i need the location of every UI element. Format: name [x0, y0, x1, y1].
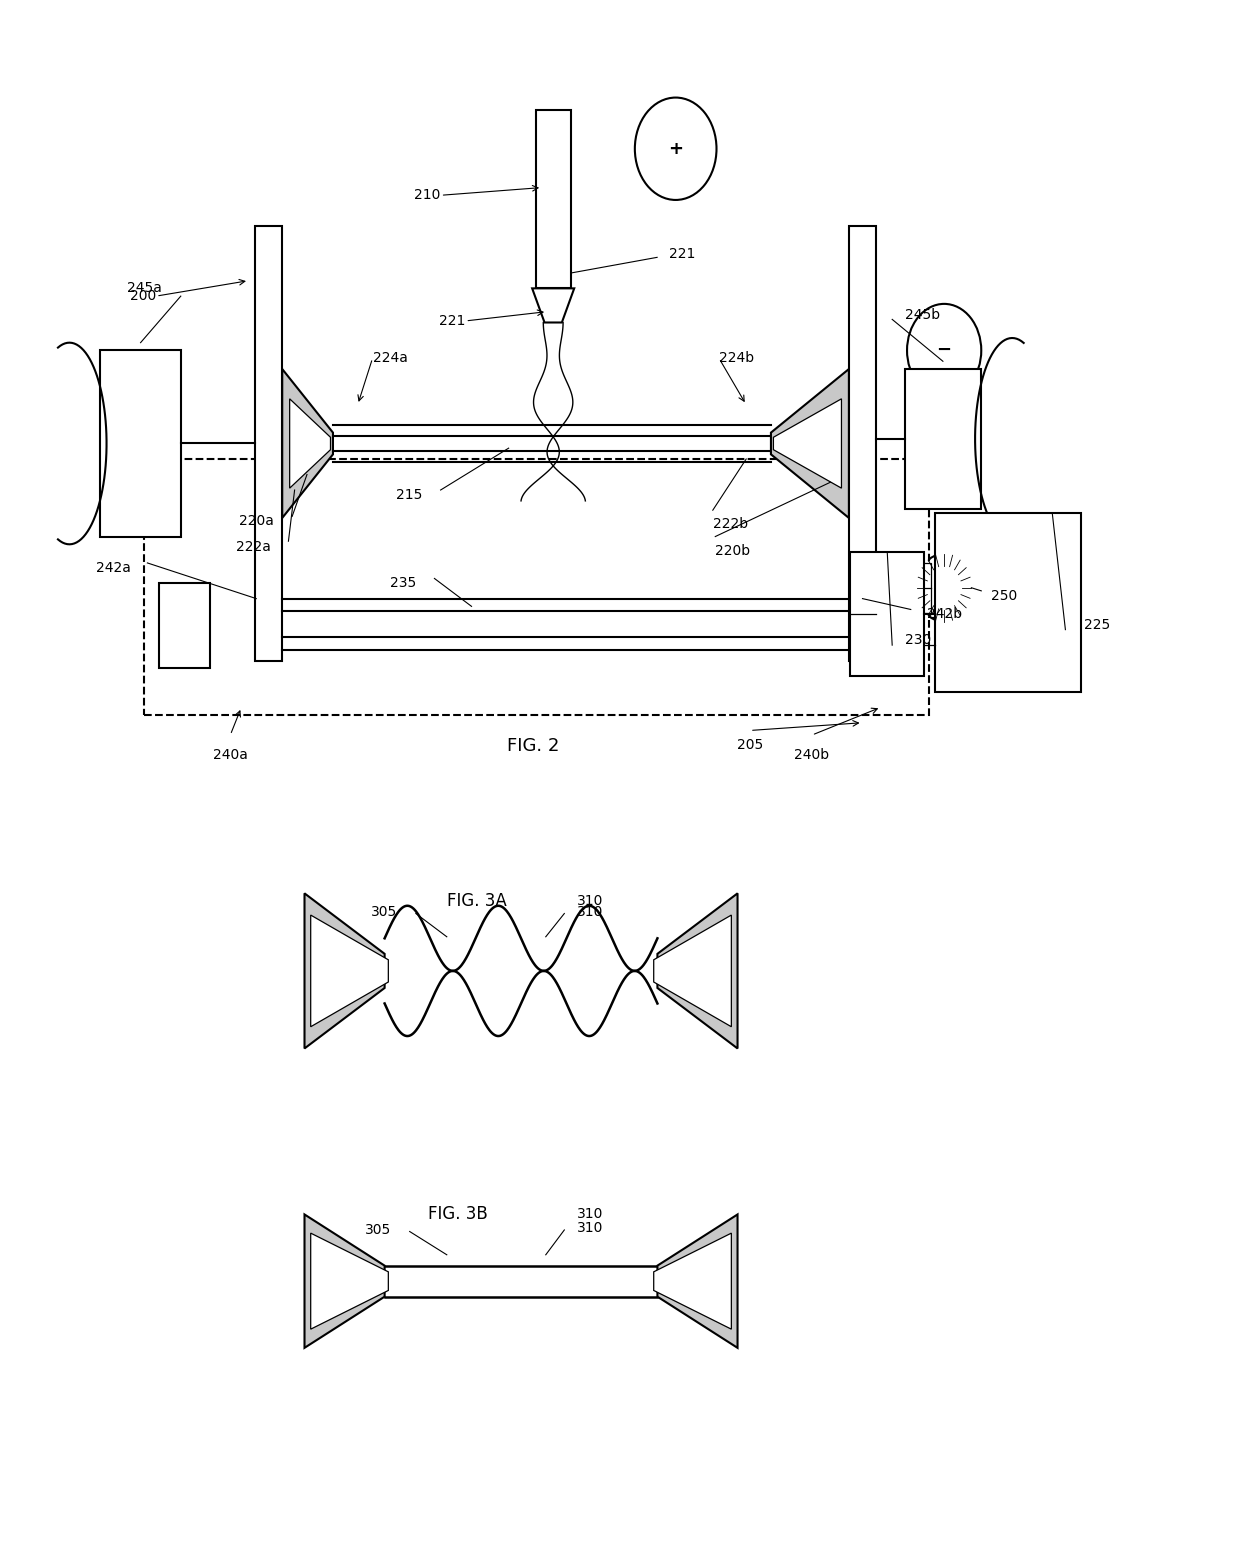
- Text: 222a: 222a: [237, 541, 272, 555]
- Text: 235: 235: [389, 577, 415, 591]
- Text: 242a: 242a: [97, 561, 131, 575]
- Text: 310: 310: [577, 1207, 603, 1221]
- Text: 310: 310: [577, 894, 603, 908]
- Bar: [904, 368, 981, 508]
- Bar: [935, 513, 1081, 692]
- Text: 200: 200: [130, 289, 156, 303]
- Polygon shape: [653, 915, 732, 1027]
- Polygon shape: [311, 915, 388, 1027]
- Text: 245b: 245b: [904, 308, 940, 322]
- Text: FIG. 3B: FIG. 3B: [428, 1206, 489, 1223]
- Text: 222b: 222b: [713, 517, 748, 531]
- Text: 205: 205: [737, 738, 763, 752]
- Text: 240a: 240a: [213, 747, 248, 761]
- Bar: [159, 583, 211, 668]
- Polygon shape: [657, 894, 738, 1049]
- Bar: [849, 227, 877, 660]
- Text: 220a: 220a: [239, 514, 274, 528]
- Text: 215: 215: [396, 488, 422, 502]
- Polygon shape: [305, 1214, 384, 1347]
- Text: 225: 225: [1084, 618, 1110, 632]
- Bar: [255, 227, 283, 660]
- Polygon shape: [290, 399, 331, 488]
- Text: 220b: 220b: [715, 544, 750, 558]
- Text: 221: 221: [670, 247, 696, 261]
- Text: 305: 305: [371, 904, 397, 918]
- Text: 224b: 224b: [719, 351, 754, 365]
- Text: FIG. 3A: FIG. 3A: [446, 892, 506, 911]
- Polygon shape: [283, 368, 334, 517]
- Text: +: +: [668, 140, 683, 159]
- Bar: [899, 563, 930, 612]
- Bar: [100, 350, 181, 536]
- Text: 224a: 224a: [372, 351, 408, 365]
- Bar: [851, 552, 924, 676]
- Text: −: −: [936, 342, 952, 359]
- Text: 240b: 240b: [794, 747, 830, 761]
- Bar: [144, 458, 929, 715]
- Bar: [536, 110, 570, 289]
- Text: 310: 310: [577, 1221, 603, 1235]
- Text: 250: 250: [991, 589, 1017, 603]
- Text: 221: 221: [439, 314, 465, 328]
- Polygon shape: [311, 1234, 388, 1329]
- Text: 210: 210: [414, 188, 440, 202]
- Text: 310: 310: [577, 904, 603, 918]
- Text: FIG. 2: FIG. 2: [507, 737, 559, 755]
- Text: 305: 305: [365, 1223, 391, 1237]
- Polygon shape: [657, 1214, 738, 1347]
- Polygon shape: [653, 1234, 732, 1329]
- Text: 242b: 242b: [926, 608, 962, 622]
- Polygon shape: [774, 399, 842, 488]
- Text: 245a: 245a: [128, 281, 162, 295]
- Polygon shape: [532, 289, 574, 323]
- Text: 230: 230: [904, 634, 931, 648]
- Polygon shape: [305, 894, 384, 1049]
- Polygon shape: [771, 368, 849, 517]
